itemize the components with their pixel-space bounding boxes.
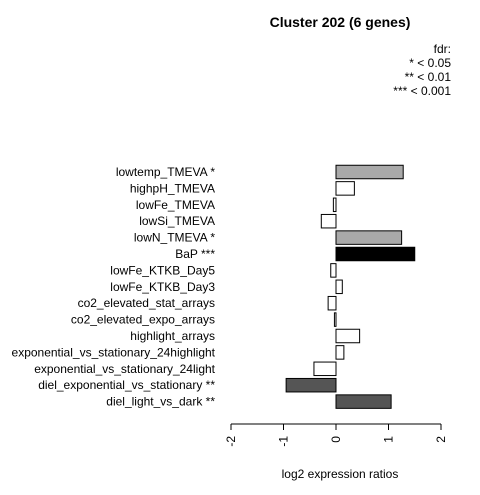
category-label: highlight_arrays — [130, 329, 215, 343]
bar — [335, 345, 345, 360]
legend-title: fdr: — [434, 42, 451, 56]
category-label: BaP *** — [175, 247, 215, 261]
x-tick-label: -2 — [224, 436, 238, 447]
x-tick-label: 1 — [382, 436, 396, 443]
legend-entry: ** < 0.01 — [405, 70, 452, 84]
bar — [332, 197, 337, 213]
bar — [335, 394, 392, 409]
category-label: lowFe_KTKB_Day3 — [110, 280, 215, 294]
category-label: highpH_TMEVA — [130, 181, 215, 195]
bar — [330, 263, 337, 278]
bar — [335, 164, 404, 180]
category-labels: lowtemp_TMEVA * highpH_TMEVA lowFe_TMEVAlo… — [12, 165, 216, 409]
x-tick-label: 2 — [434, 436, 448, 443]
bar — [327, 295, 337, 311]
x-tick-label: 0 — [329, 436, 343, 443]
legend-entry: * < 0.05 — [409, 56, 451, 70]
bar — [333, 312, 337, 327]
bar — [335, 246, 416, 262]
legend: fdr: * < 0.05 ** < 0.01 *** < 0.001 — [393, 42, 451, 98]
bar — [313, 361, 337, 377]
category-label: diel_light_vs_dark ** — [106, 395, 215, 409]
category-label: exponential_vs_stationary_24light — [34, 362, 215, 376]
bar — [335, 279, 343, 295]
chart-title: Cluster 202 (6 genes) — [270, 14, 411, 30]
category-label: co2_elevated_expo_arrays — [71, 313, 215, 327]
category-label: diel_exponential_vs_stationary ** — [38, 378, 215, 392]
bar — [335, 181, 355, 196]
x-tick-label: -1 — [277, 436, 291, 447]
bar — [285, 377, 337, 393]
bars — [285, 164, 416, 409]
bar — [335, 230, 403, 245]
category-label: co2_elevated_stat_arrays — [78, 296, 215, 310]
x-axis: -2 -1 0 1 2 — [224, 423, 448, 447]
category-label: lowFe_KTKB_Day5 — [110, 263, 215, 277]
category-label: lowSi_TMEVA — [139, 214, 215, 228]
legend-entry: *** < 0.001 — [393, 84, 451, 98]
category-label: lowtemp_TMEVA * — [116, 165, 215, 179]
category-label: exponential_vs_stationary_24highlight — [12, 345, 216, 359]
category-label: lowFe_TMEVA — [136, 198, 215, 212]
x-axis-label: log2 expression ratios — [282, 467, 399, 481]
category-label: lowN_TMEVA * — [134, 231, 215, 245]
bar — [320, 213, 337, 229]
bar — [335, 328, 361, 344]
